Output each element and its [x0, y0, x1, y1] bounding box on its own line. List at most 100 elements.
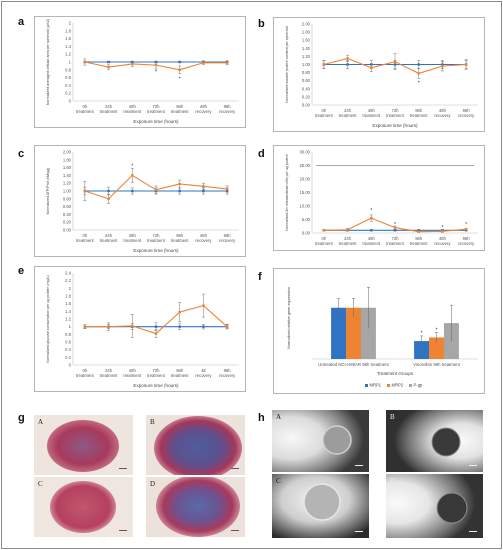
data-point	[178, 60, 181, 64]
data-point	[178, 182, 181, 186]
y-tick-label: 1.8	[65, 28, 71, 33]
x-tick-label: 0h	[83, 233, 88, 238]
data-point	[417, 63, 420, 66]
data-point	[370, 66, 373, 69]
y-tick-label: 1.20	[302, 54, 311, 59]
y-tick-label: 1.4	[65, 44, 71, 49]
y-tick-label: 1.20	[63, 181, 72, 186]
y-tick-label: 1.60	[302, 38, 311, 43]
data-point	[202, 325, 205, 328]
y-tick-label: 1.40	[63, 173, 72, 178]
data-point	[417, 230, 420, 233]
significance-star: *	[441, 225, 443, 231]
x-tick-label: 96h	[224, 233, 232, 238]
scale-bar	[231, 468, 239, 469]
y-axis-label: Normalized ATP/Prot (nM/µg)	[46, 168, 50, 215]
y-tick-label: 15.00	[300, 190, 311, 195]
data-point	[178, 189, 181, 193]
microscopy-image-a: A	[272, 410, 369, 472]
subpanel-label: C	[38, 480, 43, 488]
y-tick-label: 0.00	[302, 103, 311, 108]
data-point	[225, 61, 229, 64]
data-point	[346, 228, 349, 231]
y-tick-label: 0.40	[302, 86, 311, 91]
y-tick-label: 1.4	[65, 309, 71, 314]
spheroid-drawing	[50, 481, 116, 533]
x-tick-label: 48h	[368, 108, 376, 113]
y-tick-label: 0.8	[65, 67, 71, 72]
x-tick-label: treatment	[147, 373, 166, 378]
y-tick-label: 2	[69, 21, 72, 26]
data-point	[154, 332, 158, 335]
data-point	[178, 68, 181, 71]
x-tick-label: treatment	[171, 238, 190, 243]
chart-f: Normalized relative gene expression Untre…	[287, 287, 478, 388]
y-tick-label: 0.6	[65, 340, 71, 345]
x-tick-label: treatment	[171, 373, 190, 378]
data-point	[107, 325, 110, 328]
y-tick-label: 0.6	[65, 75, 71, 80]
bar	[331, 307, 347, 359]
y-tick-label: 1.40	[302, 46, 311, 51]
x-tick-label: treatment	[147, 238, 166, 243]
scale-bar	[119, 530, 127, 531]
y-tick-label: 1	[69, 60, 72, 65]
scale-bar	[355, 465, 363, 466]
x-tick-label: 24h	[344, 236, 352, 241]
data-point	[346, 63, 349, 66]
x-tick-label: treatment	[339, 113, 358, 118]
data-point	[370, 216, 373, 220]
legend-label: MRP2	[392, 383, 404, 388]
y-tick-label: 1.00	[63, 189, 72, 194]
data-point	[322, 63, 326, 66]
x-tick-label: 72h	[392, 108, 400, 113]
significance-star: *	[436, 327, 438, 333]
x-tick-label: 0h	[83, 104, 88, 109]
data-point	[393, 229, 397, 232]
x-tick-label: 48h	[200, 233, 208, 238]
x-tick-label: 72h	[392, 236, 400, 241]
scale-bar	[469, 531, 477, 532]
data-point	[131, 189, 134, 193]
x-tick-label: 24h	[105, 368, 113, 373]
x-tick-label: 96h	[224, 368, 232, 373]
x-tick-label: treatment	[315, 113, 334, 118]
significance-star: *	[421, 330, 423, 336]
subpanel-label: C	[276, 477, 281, 485]
y-tick-label: 0.20	[63, 220, 72, 225]
x-tick-label: treatment	[147, 109, 166, 114]
x-tick-label: 48h	[368, 236, 376, 241]
x-axis-label: Exposure time (hours)	[133, 248, 179, 253]
x-tick-label: 96h	[463, 236, 471, 241]
microscopy-image-b: B	[386, 410, 483, 472]
spheroid-drawing	[156, 477, 240, 537]
y-axis-label: Normalized glucose consumption per ug pr…	[46, 275, 50, 363]
data-point	[131, 324, 134, 328]
x-tick-label: 0h	[322, 236, 327, 241]
x-tick-label: 72h	[153, 233, 161, 238]
data-point	[417, 229, 420, 232]
chart-panel-c: 0.00 0.20 0.40 0.60 0.80 1.00 1.20 1.40 1.60 1.80…	[34, 145, 246, 257]
x-tick-label: Untreated NCI-H69AR 96h treatment	[318, 362, 389, 367]
data-point	[83, 189, 87, 193]
x-axis-label: Treatment Groups	[377, 371, 414, 376]
spheroid-drawing	[47, 420, 119, 472]
x-tick-label: 24h	[105, 233, 113, 238]
y-tick-label: 0.80	[63, 196, 72, 201]
data-point	[441, 64, 444, 68]
data-point	[346, 57, 349, 60]
subpanel-label: B	[390, 413, 395, 421]
y-tick-label: 1.6	[65, 301, 71, 306]
x-tick-label: treatment	[362, 113, 381, 118]
y-tick-label: 2	[69, 286, 72, 291]
y-tick-label: 1.8	[65, 294, 71, 299]
data-point	[417, 72, 420, 75]
x-tick-label: 96h	[176, 368, 184, 373]
chart-d: 0.00 5.00 10.00 15.00 20.00 25.00 30.00 Normali…	[285, 150, 478, 246]
data-point	[131, 174, 134, 177]
x-tick-label: recovery	[219, 109, 236, 114]
y-tick-label: 0.8	[65, 332, 71, 337]
y-tick-label: 2.2	[65, 278, 71, 283]
data-point	[107, 189, 110, 193]
y-tick-label: 30.00	[300, 150, 311, 155]
